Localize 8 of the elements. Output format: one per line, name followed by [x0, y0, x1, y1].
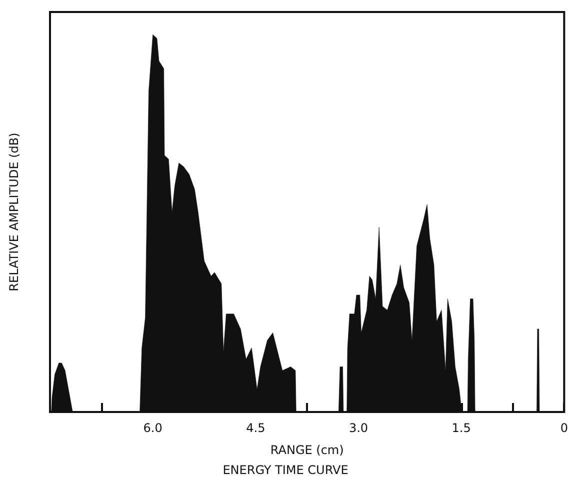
x-tick-label: 6.0	[143, 421, 162, 435]
y-axis-title: RELATIVE AMPLITUDE (dB)	[7, 132, 21, 292]
text: ENERGY TIME CURVE	[222, 463, 348, 477]
x-tick-label: 4.5	[246, 421, 266, 435]
x-tick-label: 3.0	[348, 421, 368, 435]
x-tick-label: 1.5	[452, 421, 471, 435]
x-tick-label: 0	[560, 421, 568, 435]
x-axis-title: RANGE (cm)	[270, 443, 344, 457]
